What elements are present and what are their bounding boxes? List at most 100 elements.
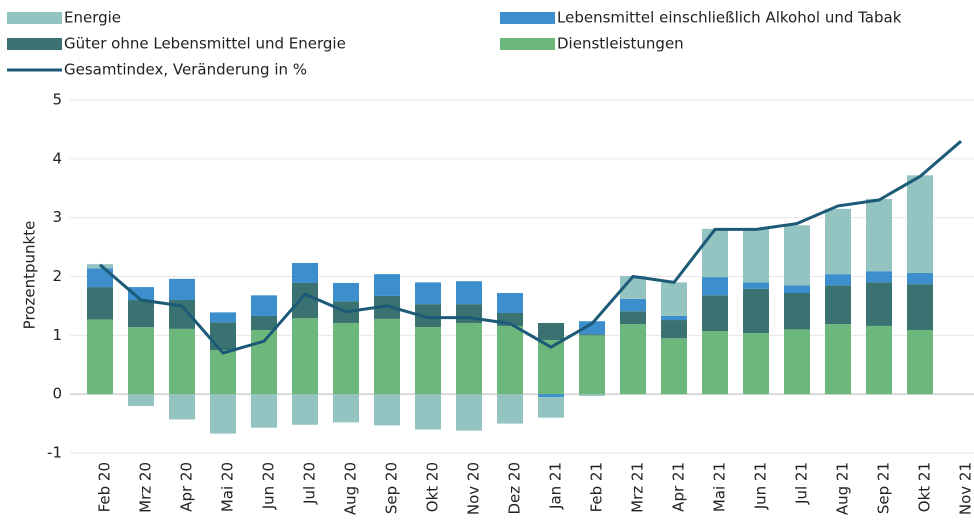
bar — [620, 298, 646, 312]
bar — [497, 394, 523, 424]
bar — [866, 271, 892, 283]
bar — [784, 225, 810, 286]
bar — [579, 321, 605, 335]
bar — [702, 228, 728, 278]
bar — [702, 331, 728, 395]
x-tick-label: Okt 20 — [424, 462, 442, 512]
bar — [661, 320, 687, 339]
bar — [87, 268, 113, 288]
bar — [415, 282, 441, 305]
bar — [620, 324, 646, 395]
bar — [579, 394, 605, 396]
bar — [702, 277, 728, 296]
x-tick-label: Aug 20 — [342, 462, 360, 515]
bar — [169, 328, 195, 395]
x-tick-label: Jul 20 — [301, 462, 319, 505]
x-tick-label: Aug 21 — [834, 462, 852, 515]
bar — [661, 282, 687, 316]
bar — [866, 282, 892, 326]
bar — [579, 334, 605, 336]
bar — [415, 327, 441, 395]
x-tick-label: Sep 20 — [383, 462, 401, 514]
bar — [661, 338, 687, 395]
bar — [169, 394, 195, 420]
y-tick-label: 3 — [52, 208, 62, 226]
bar — [292, 262, 318, 283]
bar — [497, 292, 523, 313]
line — [99, 140, 962, 355]
bar — [374, 318, 400, 395]
x-tick-label: Okt 21 — [916, 462, 934, 512]
bar — [743, 288, 769, 333]
bar — [825, 274, 851, 286]
bar — [87, 319, 113, 395]
bar — [374, 274, 400, 296]
bar — [825, 208, 851, 275]
y-tick-label: 1 — [52, 326, 62, 344]
legend-swatch — [7, 12, 62, 24]
bar — [497, 325, 523, 395]
bar — [128, 394, 154, 406]
bar — [620, 311, 646, 325]
bar — [169, 278, 195, 301]
bar — [579, 335, 605, 395]
bar — [251, 394, 277, 428]
bar — [538, 394, 564, 398]
bar — [907, 330, 933, 395]
legend-label: Dienstleistungen — [557, 35, 684, 53]
legend-label: Lebensmittel einschließlich Alkohol und … — [557, 9, 902, 27]
bar — [333, 282, 359, 302]
bar — [456, 281, 482, 305]
bar — [251, 295, 277, 316]
bar — [743, 332, 769, 395]
x-tick-label: Jan 21 — [547, 462, 565, 510]
x-tick-label: Nov 20 — [465, 462, 483, 515]
bar — [825, 324, 851, 395]
y-tick-label: 4 — [52, 149, 62, 167]
bar — [743, 228, 769, 283]
legend-label: Güter ohne Lebensmittel und Energie — [64, 35, 346, 53]
x-tick-label: Jun 21 — [752, 462, 770, 510]
x-tick-label: Feb 20 — [96, 462, 114, 512]
bar — [415, 394, 441, 430]
y-tick-label: 5 — [52, 91, 62, 109]
bar — [538, 340, 564, 395]
bar — [784, 329, 810, 395]
bar — [333, 394, 359, 423]
bar — [210, 394, 236, 434]
bar — [661, 315, 687, 321]
bar — [866, 325, 892, 395]
bar — [907, 175, 933, 273]
y-tick-label: -1 — [47, 444, 62, 462]
x-tick-label: Sep 21 — [875, 462, 893, 514]
bar — [538, 397, 564, 418]
bar — [87, 287, 113, 320]
bar — [374, 394, 400, 426]
y-tick-label: 2 — [52, 267, 62, 285]
bar — [825, 285, 851, 325]
bar — [210, 312, 236, 323]
legend-label: Gesamtindex, Veränderung in % — [64, 61, 307, 79]
x-tick-label: Jul 21 — [793, 462, 811, 505]
bar — [620, 275, 646, 299]
x-tick-label: Jun 20 — [260, 462, 278, 510]
bar — [702, 295, 728, 332]
x-tick-label: Apr 21 — [670, 462, 688, 512]
bar — [210, 350, 236, 395]
x-tick-label: Apr 20 — [178, 462, 196, 512]
bar — [456, 394, 482, 431]
x-tick-label: Mai 20 — [219, 462, 237, 512]
legend-swatch — [500, 38, 555, 50]
x-tick-label: Mrz 20 — [137, 462, 155, 513]
bar — [415, 304, 441, 328]
x-tick-label: Nov 21 — [957, 462, 974, 515]
bar — [784, 292, 810, 330]
bar — [866, 198, 892, 272]
bar — [292, 394, 318, 425]
bar — [538, 322, 564, 341]
bar — [292, 282, 318, 319]
x-tick-label: Mrz 21 — [629, 462, 647, 513]
legend-swatch — [7, 38, 62, 50]
x-tick-label: Feb 21 — [588, 462, 606, 512]
